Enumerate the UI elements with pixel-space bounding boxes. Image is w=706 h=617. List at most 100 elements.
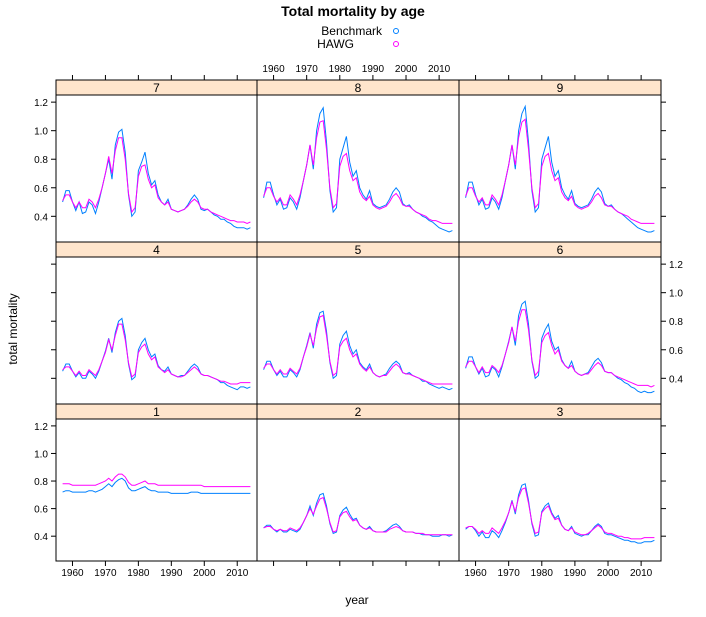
series-line-benchmark-age-2 — [263, 492, 453, 537]
series-line-benchmark-age-8 — [263, 106, 453, 233]
panel-border-age-9 — [458, 79, 662, 243]
panel-age-6: 6 — [458, 241, 662, 405]
legend-label-benchmark: Benchmark — [321, 24, 383, 38]
x-axis-top-right — [475, 75, 642, 80]
series-line-hawg-age-5 — [263, 314, 453, 385]
x-axis-label: year — [345, 593, 368, 607]
y-tick-label: 0.4 — [34, 532, 48, 543]
panel-age-3: 3 — [458, 403, 662, 562]
panel-age-7: 7 — [55, 79, 258, 243]
panel-age-9: 9 — [458, 79, 662, 243]
legend-label-hawg: HAWG — [317, 37, 354, 51]
y-tick-label: 1.2 — [669, 260, 683, 271]
x-axis-bottom-right: 1960 1970 1980 1990 2000 2010 — [464, 561, 653, 579]
legend-marker-benchmark — [393, 28, 399, 34]
y-tick-label: 1.2 — [34, 98, 48, 109]
y-tick-label: 1.0 — [669, 289, 683, 300]
y-axis-right-bottom — [661, 425, 666, 537]
x-tick-label: 1980 — [329, 64, 352, 75]
series-line-hawg-age-4 — [62, 323, 251, 385]
x-axis-top-left — [71, 75, 238, 80]
panel-border-age-1 — [55, 403, 258, 562]
series-line-hawg-age-9 — [465, 118, 655, 224]
y-tick-label: 0.8 — [669, 317, 683, 328]
panel-border-age-3 — [458, 403, 662, 562]
series-line-hawg-age-7 — [62, 137, 251, 224]
panel-border-age-4 — [55, 241, 258, 405]
x-tick-label: 1990 — [362, 64, 385, 75]
series-line-benchmark-age-1 — [62, 477, 251, 494]
x-tick-label: 2000 — [395, 64, 418, 75]
x-tick-label: 2000 — [193, 568, 216, 579]
x-tick-label: 1960 — [464, 568, 487, 579]
legend-marker-hawg — [393, 41, 399, 47]
panel-border-age-6 — [458, 241, 662, 405]
y-tick-label: 0.8 — [34, 155, 48, 166]
panel-age-4: 4 — [55, 241, 258, 405]
series-line-hawg-age-8 — [263, 119, 453, 224]
y-axis-label: total mortality — [6, 293, 20, 364]
strip-label-age-8: 8 — [355, 81, 362, 95]
strip-label-age-4: 4 — [153, 243, 160, 257]
series-line-hawg-age-6 — [465, 309, 655, 388]
y-axis-left-bottom: 0.4 0.6 0.8 1.0 1.2 — [34, 422, 56, 543]
series-line-benchmark-age-5 — [263, 310, 453, 391]
panel-age-2: 2 — [256, 403, 460, 562]
x-tick-label: 1960 — [61, 568, 84, 579]
panel-border-age-7 — [55, 79, 258, 243]
panel-age-5: 5 — [256, 241, 460, 405]
panel-age-1: 1 — [55, 403, 258, 562]
y-tick-label: 0.8 — [34, 477, 48, 488]
x-tick-label: 1960 — [262, 64, 285, 75]
panels-group: 7 8 9 4 5 6 1 2 3 1960 1970 1980 1990 2000 2010 1960 197… — [34, 64, 683, 579]
x-axis-bottom-middle — [273, 561, 440, 566]
y-axis-left-top: 0.4 0.6 0.8 1.0 1.2 — [34, 98, 56, 223]
y-axis-right-middle: 0.4 0.6 0.8 1.0 1.2 — [661, 260, 683, 385]
panel-border-age-8 — [256, 79, 460, 243]
series-line-hawg-age-1 — [62, 473, 251, 488]
series-line-hawg-age-2 — [263, 496, 453, 536]
y-tick-label: 1.0 — [34, 127, 48, 138]
strip-label-age-1: 1 — [153, 405, 160, 419]
x-axis-top-middle: 1960 1970 1980 1990 2000 2010 — [262, 64, 451, 80]
panel-border-age-5 — [256, 241, 460, 405]
x-tick-label: 2010 — [630, 568, 653, 579]
y-tick-label: 1.0 — [34, 449, 48, 460]
panel-border-age-2 — [256, 403, 460, 562]
x-tick-label: 2000 — [597, 568, 620, 579]
x-tick-label: 2010 — [226, 568, 249, 579]
x-tick-label: 1980 — [127, 568, 150, 579]
y-tick-label: 0.4 — [34, 212, 48, 223]
series-line-benchmark-age-4 — [62, 317, 251, 391]
x-axis-bottom-left: 1960 1970 1980 1990 2000 2010 — [61, 561, 249, 579]
legend: Benchmark HAWG — [317, 24, 399, 51]
x-tick-label: 2010 — [428, 64, 451, 75]
series-line-benchmark-age-7 — [62, 128, 251, 230]
y-tick-label: 0.6 — [669, 346, 683, 357]
x-tick-label: 1990 — [564, 568, 587, 579]
panel-age-8: 8 — [256, 79, 460, 243]
y-tick-label: 1.2 — [34, 422, 48, 433]
strip-label-age-2: 2 — [355, 405, 362, 419]
strip-label-age-9: 9 — [557, 81, 564, 95]
y-tick-label: 0.6 — [34, 184, 48, 195]
x-tick-label: 1980 — [531, 568, 554, 579]
x-tick-label: 1990 — [160, 568, 183, 579]
y-axis-right-top — [661, 101, 666, 217]
series-line-benchmark-age-9 — [465, 104, 655, 233]
chart-title: Total mortality by age — [281, 3, 425, 19]
strip-label-age-6: 6 — [557, 243, 564, 257]
series-line-benchmark-age-3 — [465, 483, 655, 544]
x-tick-label: 1970 — [296, 64, 319, 75]
x-tick-label: 1970 — [94, 568, 117, 579]
strip-label-age-3: 3 — [557, 405, 564, 419]
x-tick-label: 1970 — [498, 568, 521, 579]
y-tick-label: 0.6 — [34, 505, 48, 516]
strip-label-age-7: 7 — [153, 81, 160, 95]
strip-label-age-5: 5 — [355, 243, 362, 257]
series-line-hawg-age-3 — [465, 487, 655, 540]
series-line-benchmark-age-6 — [465, 300, 655, 394]
y-axis-left-middle — [51, 263, 56, 379]
y-tick-label: 0.4 — [669, 374, 683, 385]
